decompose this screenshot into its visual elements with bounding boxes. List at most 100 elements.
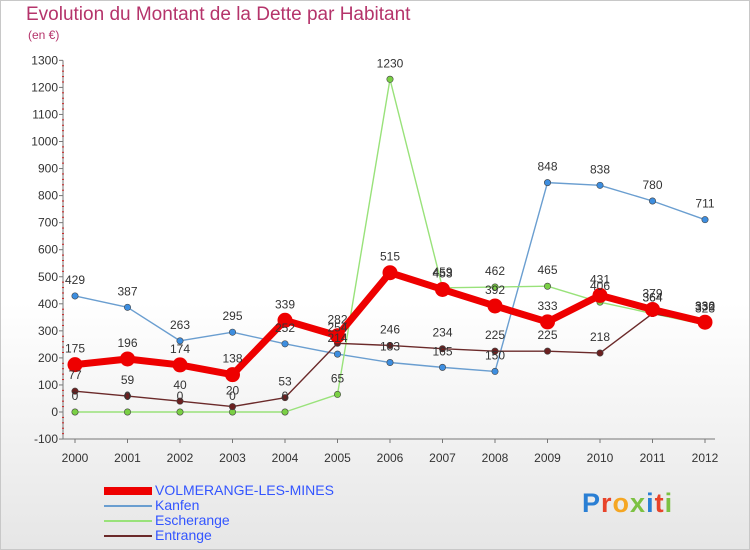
y-tick-label: 1000: [31, 135, 58, 149]
data-label: 174: [170, 342, 190, 356]
data-label: 0: [124, 389, 131, 403]
data-point: [124, 392, 132, 400]
data-point: [382, 265, 398, 281]
data-point: [648, 197, 656, 205]
data-label: 295: [222, 309, 242, 323]
y-tick-label: 800: [38, 189, 58, 203]
x-tick-label: 2002: [167, 451, 194, 465]
data-point: [435, 281, 450, 297]
data-label: 323: [695, 302, 715, 316]
data-point: [229, 403, 237, 411]
data-label: 252: [275, 321, 295, 335]
data-label: 254: [327, 320, 347, 334]
x-tick-label: 2009: [534, 451, 561, 465]
x-tick-label: 2005: [324, 451, 351, 465]
x-tick-label: 2011: [640, 451, 666, 465]
x-tick-label: 2000: [62, 451, 89, 465]
data-label: 459: [432, 265, 452, 279]
data-label: 246: [380, 322, 400, 336]
data-point: [491, 283, 499, 291]
logo-letter: t: [654, 488, 665, 518]
legend-label: Kanfen: [155, 497, 200, 513]
data-label: 387: [117, 284, 137, 298]
x-tick-label: 2008: [482, 451, 509, 465]
data-point: [645, 301, 660, 317]
data-point: [592, 287, 608, 303]
data-label: 214: [327, 331, 347, 345]
data-label: 65: [331, 371, 345, 385]
data-label: 429: [65, 273, 85, 287]
legend-label: Escherange: [155, 512, 230, 528]
x-tick-label: 2003: [219, 451, 246, 465]
data-label: 0: [229, 389, 236, 403]
data-point: [281, 394, 289, 402]
x-tick-label: 2001: [114, 451, 141, 465]
y-tick-label: 700: [38, 216, 58, 230]
data-label: 263: [170, 318, 190, 332]
data-point: [124, 408, 132, 416]
data-label: 53: [278, 375, 292, 389]
data-label: 225: [537, 328, 557, 342]
y-tick-label: 100: [38, 378, 58, 392]
data-point: [491, 347, 499, 355]
logo-letter: P: [582, 488, 602, 518]
data-label: 453: [432, 266, 452, 280]
data-label: 282: [327, 313, 347, 327]
data-point: [438, 363, 446, 371]
data-label: 364: [642, 291, 662, 305]
x-tick-label: 2004: [272, 451, 299, 465]
y-tick-label: 500: [38, 270, 58, 284]
legend-swatch: [104, 505, 152, 507]
data-point: [438, 345, 446, 353]
data-point: [543, 347, 551, 355]
data-point: [281, 408, 289, 416]
x-tick-label: 2010: [587, 451, 614, 465]
data-point: [71, 292, 79, 300]
data-point: [543, 179, 551, 187]
data-label: 1230: [377, 56, 404, 70]
data-label: 196: [117, 336, 137, 350]
data-point: [543, 282, 551, 290]
logo-letter: i: [664, 488, 674, 518]
data-label: 0: [72, 389, 79, 403]
data-point: [172, 357, 188, 373]
data-point: [176, 397, 184, 405]
data-label: 780: [642, 178, 662, 192]
data-label: 165: [432, 344, 452, 358]
y-tick-label: 0: [51, 405, 58, 419]
data-label: 333: [537, 299, 557, 313]
proxiti-logo: Proxiti: [582, 488, 673, 519]
line-chart: -100010020030040050060070080090010001100…: [31, 53, 719, 465]
data-point: [229, 328, 237, 336]
data-label: 711: [695, 197, 714, 211]
data-label: 848: [537, 160, 557, 174]
data-label: 150: [485, 348, 505, 362]
data-label: 330: [695, 300, 715, 314]
chart-title: Evolution du Montant de la Dette par Hab…: [26, 4, 411, 25]
y-tick-label: 200: [38, 351, 58, 365]
data-label: 364: [642, 291, 662, 305]
data-label: 339: [275, 297, 295, 311]
data-label: 515: [380, 250, 400, 264]
y-tick-label: 300: [38, 324, 58, 338]
y-tick-label: 600: [38, 243, 58, 257]
legend-swatch: [104, 520, 152, 522]
data-label: 465: [537, 263, 557, 277]
data-point: [596, 349, 604, 357]
y-tick-label: -100: [34, 432, 58, 446]
legend-swatch: [104, 487, 152, 495]
data-point: [491, 367, 499, 375]
data-label: 392: [485, 283, 505, 297]
data-label: 379: [642, 286, 662, 300]
data-point: [386, 75, 394, 83]
data-label: 20: [226, 384, 240, 398]
data-point: [386, 341, 394, 349]
y-tick-label: 1200: [31, 80, 58, 94]
data-label: 332: [695, 299, 715, 313]
logo-letter: r: [601, 488, 613, 518]
data-point: [596, 181, 604, 189]
data-label: 175: [65, 342, 85, 356]
data-label: 406: [590, 279, 610, 293]
x-tick-label: 2012: [692, 451, 719, 465]
